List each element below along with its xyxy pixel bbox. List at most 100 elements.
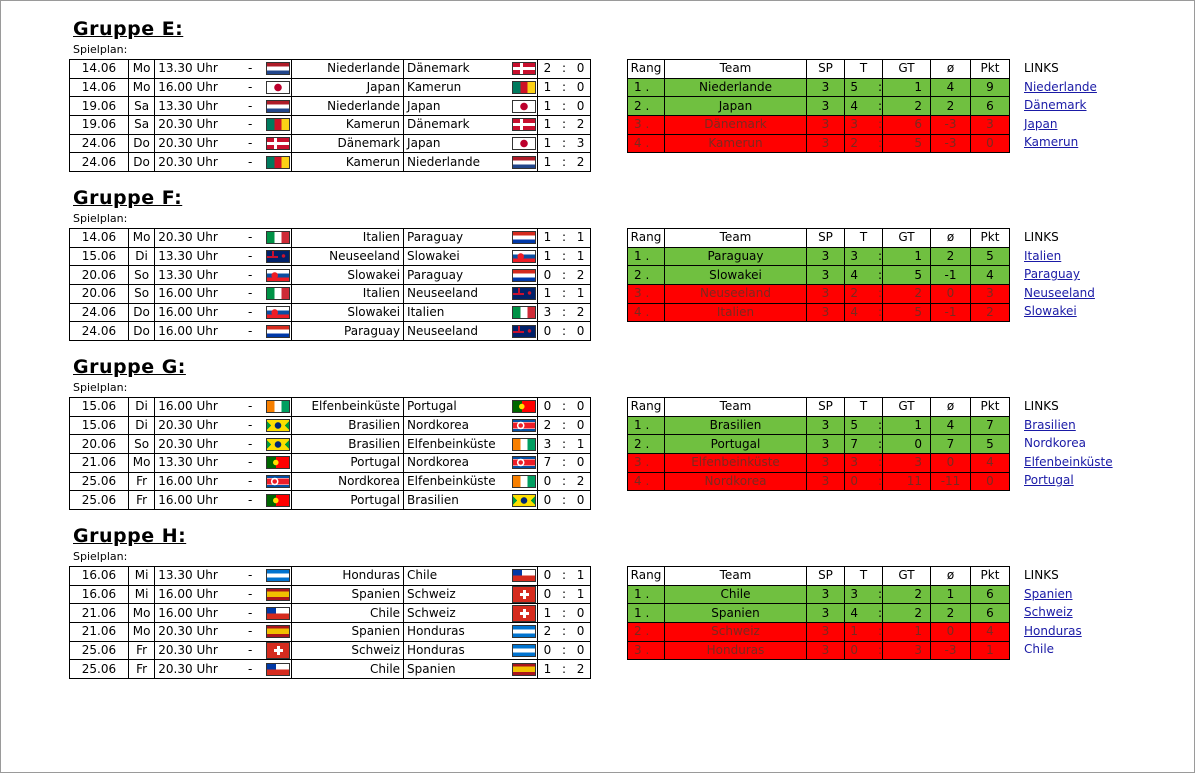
time-separator: - (236, 471, 265, 492)
home-flag-cell (264, 77, 293, 98)
paraguay-flag-icon (511, 231, 536, 245)
link-row: Niederlande (1024, 78, 1097, 97)
team-link[interactable]: Dänemark (1024, 98, 1087, 112)
rank-cell: 3 . (627, 284, 665, 304)
denmark-flag-icon (511, 62, 536, 76)
home-team: Italien (291, 228, 405, 248)
away-team: Neuseeland (403, 321, 511, 342)
team-link[interactable]: Portugal (1024, 473, 1074, 487)
score-separator: : (556, 133, 572, 154)
standings-row: 4 . Italien 3 4:5 -1 2 (627, 302, 1010, 323)
standings-row: 2 . Slowakei 3 4:5 -1 4 (627, 265, 1010, 286)
brazil-flag-icon (265, 419, 290, 433)
standings-header: GT (882, 397, 931, 417)
team-link[interactable]: Elfenbeinküste (1024, 454, 1113, 469)
goal-difference: -3 (930, 133, 971, 154)
home-goals: 1 (537, 246, 557, 267)
link-row: Elfenbeinküste (1024, 453, 1113, 472)
match-date: 24.06 (69, 302, 129, 323)
away-flag-cell (510, 96, 539, 117)
rank-cell: 3 . (627, 640, 665, 661)
home-goals: 1 (537, 133, 557, 154)
standings-row: 2 . Schweiz 3 1:1 0 4 (627, 622, 1010, 642)
goals-for-value: 3 (850, 117, 859, 132)
team-link[interactable]: Honduras (1024, 623, 1082, 638)
team-link[interactable]: Spanien (1024, 586, 1073, 601)
match-time: 16.00 Uhr (154, 321, 237, 342)
team-link[interactable]: Slowakei (1024, 304, 1077, 318)
time-separator: - (236, 397, 265, 417)
match-time: 13.30 Uhr (154, 453, 237, 473)
team-link[interactable]: Kamerun (1024, 135, 1079, 149)
match-day: Do (127, 302, 156, 323)
match-row: 21.06 Mo 20.30 Uhr - Spanien Honduras 2:0 (69, 622, 592, 642)
goals-separator: : (877, 117, 882, 132)
team-link[interactable]: Italien (1024, 248, 1062, 263)
goals-for: 3: (844, 115, 883, 135)
match-date: 14.06 (69, 59, 129, 79)
home-goals: 0 (537, 640, 557, 661)
home-flag-cell (264, 622, 293, 642)
ivory-coast-flag-icon (511, 437, 536, 451)
goal-difference: 0 (930, 453, 971, 473)
match-row: 16.06 Mi 13.30 Uhr - Honduras Chile 0:1 (69, 566, 592, 586)
goals-separator: : (877, 643, 882, 658)
away-goals: 1 (571, 584, 592, 605)
goals-separator: : (877, 418, 882, 433)
cameroon-flag-icon (265, 118, 290, 132)
match-date: 15.06 (69, 246, 129, 267)
match-time: 13.30 Uhr (154, 96, 237, 117)
rank-cell: 4 . (627, 302, 665, 323)
match-day: Do (127, 133, 156, 154)
match-day: Fr (127, 471, 156, 492)
match-row: 14.06 Mo 13.30 Uhr - Niederlande Dänemark 2:0 (69, 59, 592, 79)
match-date: 20.06 (69, 265, 129, 286)
home-flag-cell (264, 284, 293, 304)
match-date: 19.06 (69, 115, 129, 135)
match-day: Mo (127, 603, 156, 624)
team-link[interactable]: Niederlande (1024, 79, 1097, 94)
standings-header: SP (806, 228, 845, 248)
time-separator: - (236, 321, 265, 342)
goal-difference: 2 (930, 603, 971, 624)
goals-for-value: 1 (850, 624, 859, 639)
link-row: Kamerun (1024, 133, 1097, 152)
team-link[interactable]: Brasilien (1024, 417, 1076, 432)
team-link[interactable]: Schweiz (1024, 605, 1073, 619)
home-team: Niederlande (291, 96, 405, 117)
home-flag-cell (264, 415, 293, 436)
home-goals: 1 (537, 152, 557, 173)
home-team: Chile (291, 659, 405, 680)
home-goals: 1 (537, 96, 557, 117)
match-day: Mo (127, 622, 156, 642)
denmark-flag-icon (265, 137, 290, 151)
away-flag-cell (510, 584, 539, 605)
group-section: Gruppe H: Spielplan: 16.06 Mi 13.30 Uhr - Hond… (0, 525, 1195, 695)
team-name: Italien (664, 302, 807, 323)
away-flag-cell (510, 133, 539, 154)
chile-flag-icon (265, 662, 290, 676)
match-day: Mo (127, 59, 156, 79)
goals-for: 0: (844, 471, 883, 492)
team-link[interactable]: Paraguay (1024, 267, 1081, 281)
team-name: Schweiz (664, 622, 807, 642)
goal-difference: -1 (930, 265, 971, 286)
goals-against: 2 (882, 603, 931, 624)
match-date: 24.06 (69, 133, 129, 154)
goals-separator: : (877, 455, 882, 470)
points: 4 (970, 265, 1010, 286)
time-separator: - (236, 603, 265, 624)
time-separator: - (236, 284, 265, 304)
team-link[interactable]: Neuseeland (1024, 285, 1095, 300)
goals-for: 3: (844, 584, 883, 605)
match-day: Di (127, 397, 156, 417)
rank: 3 (634, 117, 642, 132)
standings-row: 1 . Niederlande 3 5:1 4 9 (627, 77, 1010, 98)
match-row: 24.06 Do 16.00 Uhr - Slowakei Italien 3:2 (69, 302, 592, 323)
played: 3 (806, 453, 845, 473)
away-team: Japan (403, 96, 511, 117)
match-date: 19.06 (69, 96, 129, 117)
rank-cell: 2 . (627, 96, 665, 117)
score-separator: : (556, 434, 572, 455)
team-link[interactable]: Japan (1024, 116, 1058, 131)
